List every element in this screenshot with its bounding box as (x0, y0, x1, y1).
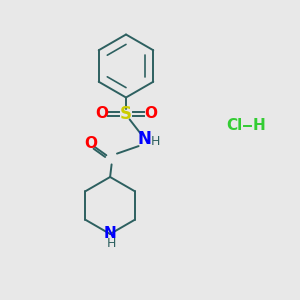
Text: H: H (150, 135, 160, 148)
Text: N: N (104, 226, 116, 242)
Text: H: H (252, 118, 265, 134)
Text: O: O (95, 106, 108, 122)
Text: O: O (84, 136, 97, 152)
Text: N: N (138, 130, 152, 148)
Text: S: S (120, 105, 132, 123)
Text: O: O (144, 106, 157, 122)
Text: H: H (107, 237, 116, 250)
Text: Cl: Cl (226, 118, 242, 134)
